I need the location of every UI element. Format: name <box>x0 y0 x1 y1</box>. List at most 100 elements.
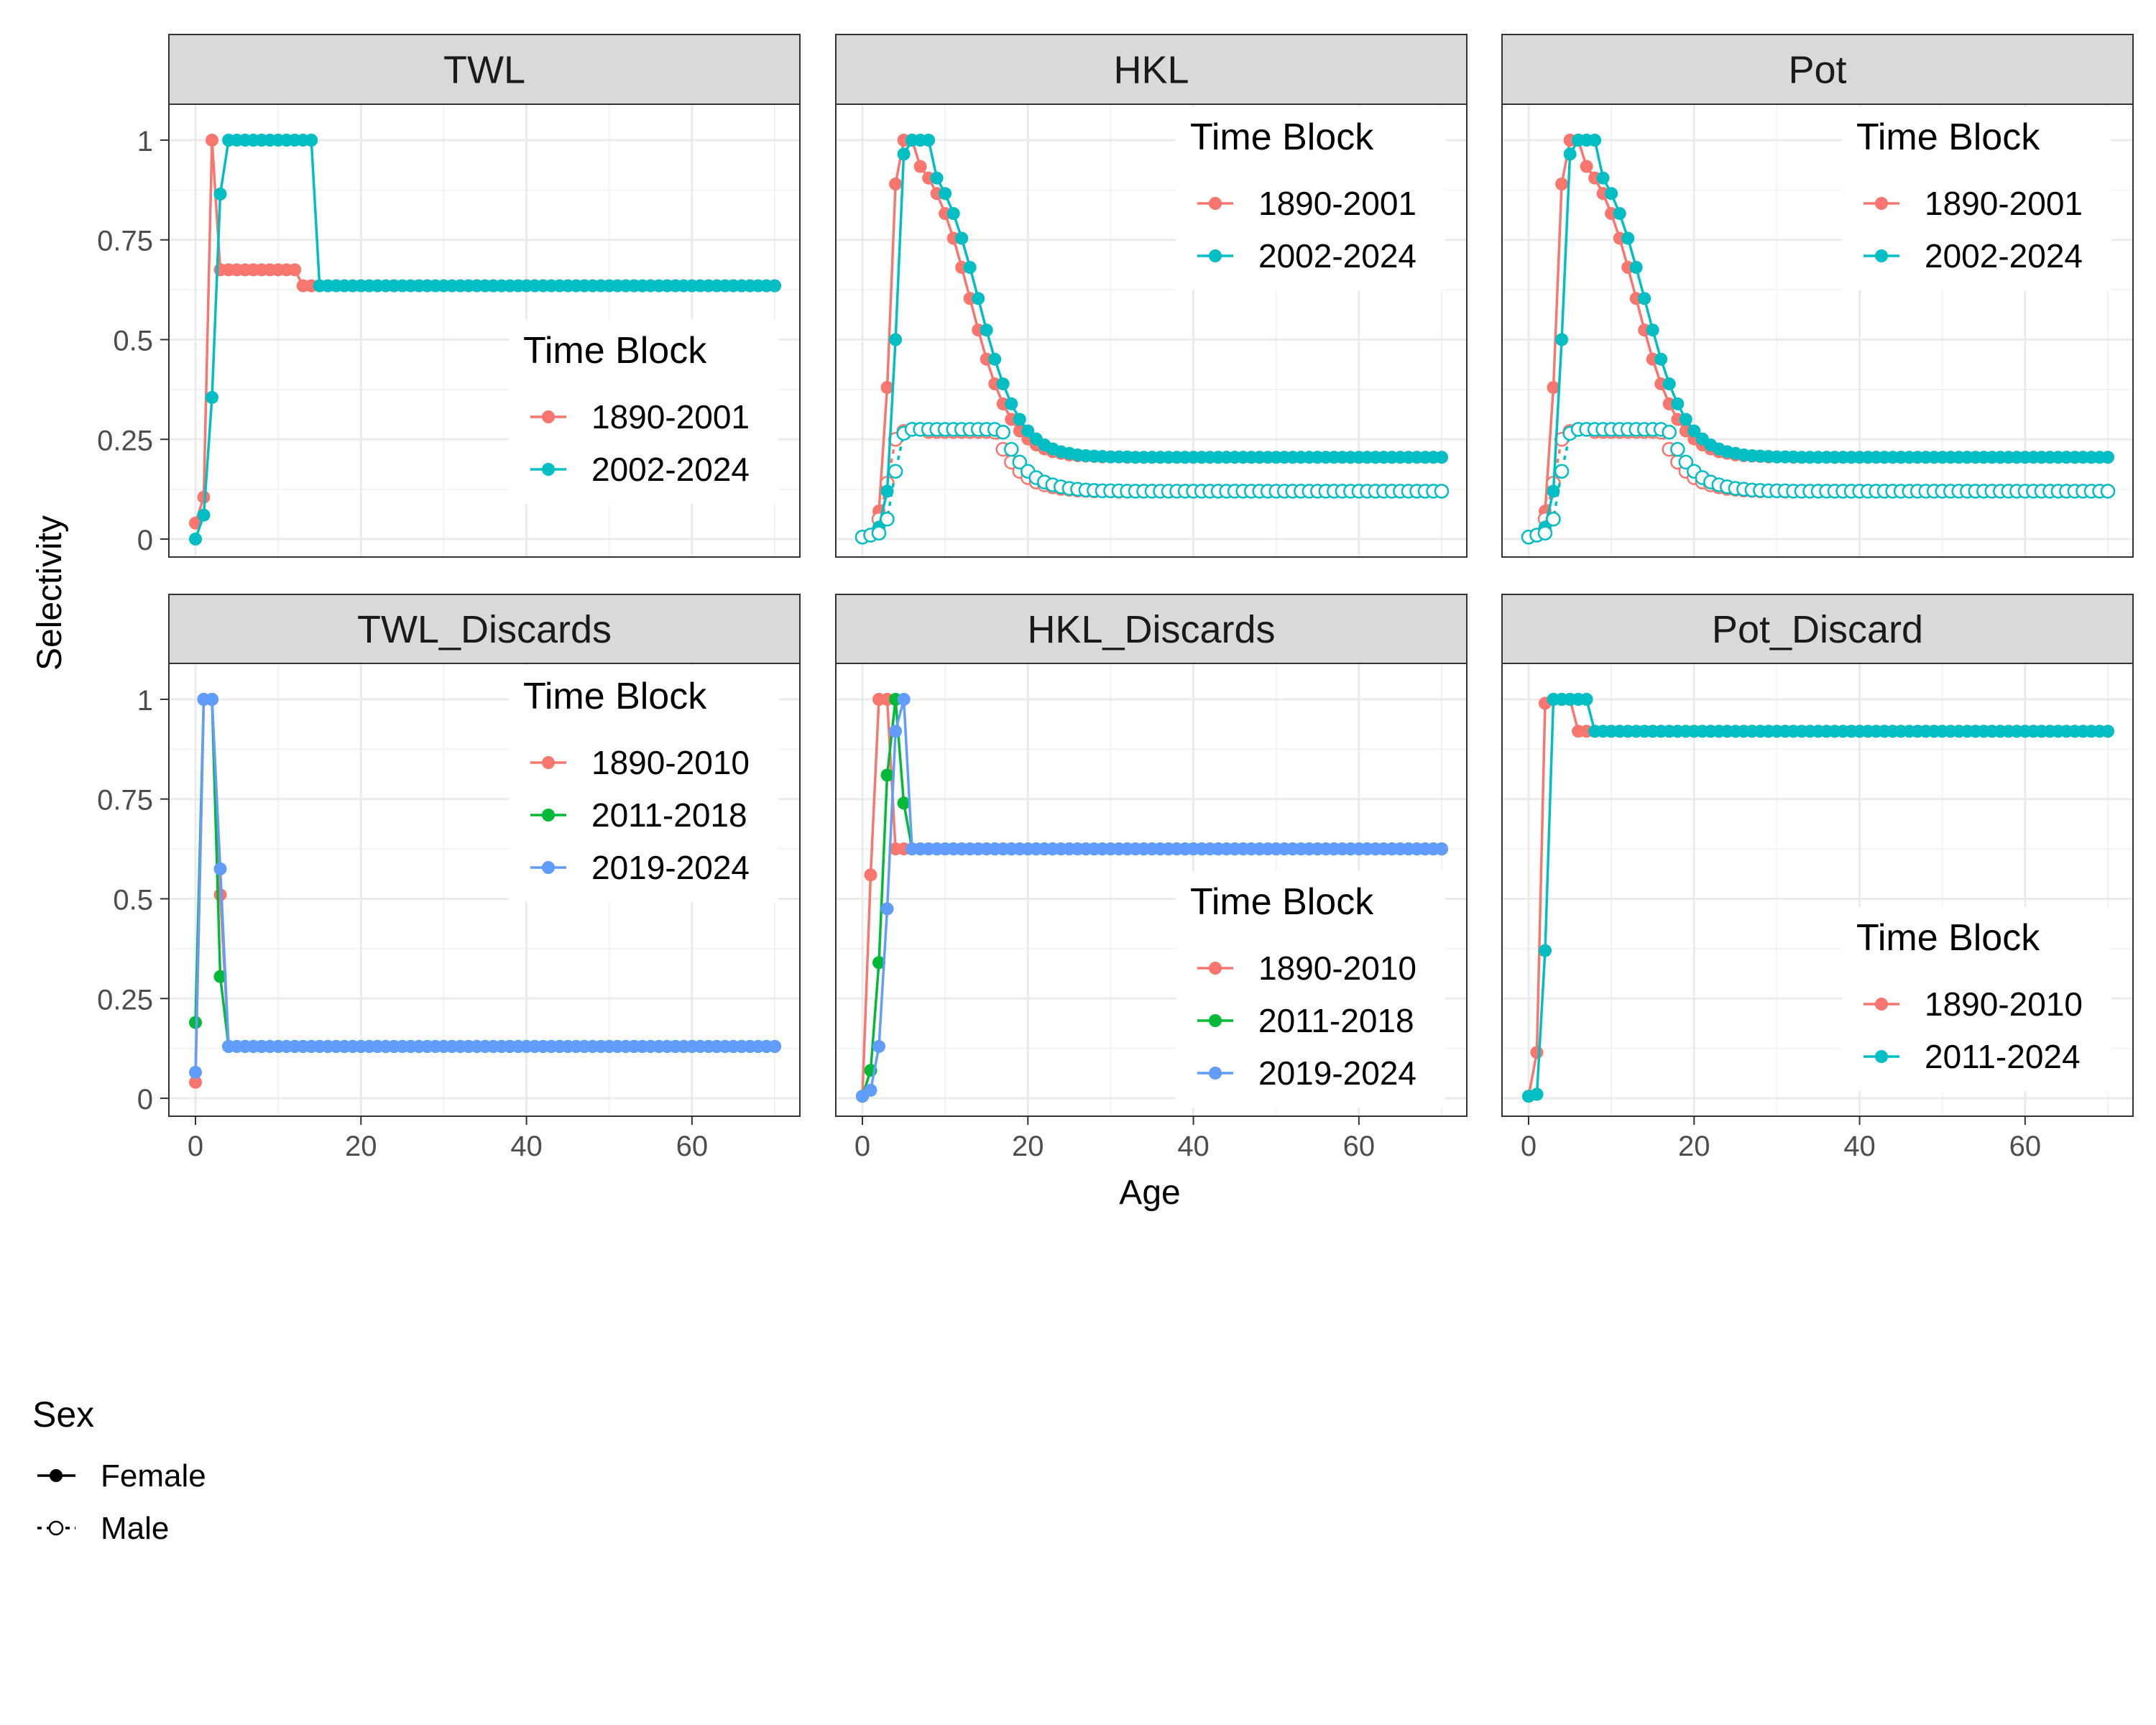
data-point <box>972 292 985 305</box>
legend-key-point <box>1875 197 1888 210</box>
panel-hkl-discards: HKL_Discards 0 20 40 60 Time Block 1890-2010 20… <box>835 594 1468 1162</box>
data-point <box>880 512 895 527</box>
data-point <box>864 868 877 882</box>
data-point <box>996 377 1010 391</box>
legend-key-point <box>1209 1014 1222 1027</box>
data-point <box>1555 178 1569 190</box>
legend-key-point <box>1875 998 1888 1011</box>
data-point <box>871 525 887 540</box>
data-point <box>189 1075 202 1089</box>
data-point <box>189 533 202 546</box>
legend-item-label: 2011-2024 <box>1925 1038 2081 1075</box>
data-point <box>1435 842 1448 856</box>
data-point <box>988 352 1002 366</box>
data-point <box>980 323 993 337</box>
data-point <box>913 160 927 173</box>
legend-key-point <box>1875 1050 1888 1063</box>
legend-box <box>1842 106 2111 290</box>
legend-title: Time Block <box>1856 116 2040 158</box>
data-point <box>1554 464 1570 479</box>
facet-strip <box>1501 34 2134 105</box>
data-point <box>189 1065 202 1079</box>
data-point <box>768 1039 781 1053</box>
legend-box <box>1176 106 1445 290</box>
legend-key-point <box>1209 249 1222 262</box>
legend-title: Time Block <box>523 330 707 372</box>
facet-strip <box>168 34 801 105</box>
data-point <box>1654 352 1668 366</box>
legend-title: Time Block <box>523 676 707 717</box>
data-point <box>1580 160 1593 173</box>
panels-group: TWL 0 0.25 0.5 0.75 1 Time Block 1890-2001 2002-… <box>97 34 2134 1162</box>
data-point <box>930 171 944 185</box>
x-tick-label: 20 <box>345 1131 377 1162</box>
data-point <box>1613 207 1626 221</box>
legend-item-label: 2011-2018 <box>1258 1002 1414 1039</box>
facet-label-hkl-discards: HKL_Discards <box>1027 608 1275 651</box>
legend-key-point <box>1209 197 1222 210</box>
legend-item-label: 2002-2024 <box>1258 237 1416 275</box>
series-2019-2024-female <box>856 693 1448 1103</box>
facet-strip <box>835 34 1468 105</box>
legend-item-label: 2011-2018 <box>591 796 747 834</box>
data-point <box>1687 424 1701 438</box>
data-point <box>1662 425 1677 440</box>
legend-box <box>509 320 778 504</box>
data-point <box>889 178 903 190</box>
legend-key-point <box>542 861 555 874</box>
panel-twl-discards: TWL_Discards 0 0.25 0.5 0.75 1 0 20 40 60 Time Blo… <box>97 594 801 1162</box>
data-point <box>1539 944 1552 957</box>
x-tick-label: 0 <box>854 1131 870 1162</box>
y-tick-label: 0.25 <box>97 425 153 456</box>
legend-key-point <box>542 809 555 822</box>
facet-strip <box>835 594 1468 664</box>
x-axis-title: Age <box>1119 1174 1180 1212</box>
legend-box <box>509 666 778 902</box>
y-tick-label: 0 <box>137 525 153 556</box>
legend-item-label: 1890-2010 <box>1925 985 2083 1023</box>
sex-legend-male-label: Male <box>101 1511 169 1546</box>
data-point <box>2101 451 2114 464</box>
data-point <box>1580 693 1593 706</box>
data-point <box>1588 134 1602 147</box>
data-point <box>1605 187 1618 201</box>
facet-label-pot: Pot <box>1788 49 1846 92</box>
x-tick-label: 20 <box>1012 1131 1044 1162</box>
sex-legend-title: Sex <box>32 1394 94 1435</box>
data-point <box>1530 1046 1544 1059</box>
facet-strip <box>1501 594 2134 664</box>
data-point <box>1670 441 1685 457</box>
legend-title: Time Block <box>1856 917 2040 959</box>
data-point <box>1646 323 1659 337</box>
legend-key-point-male <box>48 1520 64 1536</box>
x-tick-label: 0 <box>188 1131 203 1162</box>
legend-pot-discard: Time Block 1890-2010 2011-2024 <box>1842 907 2111 1091</box>
data-point <box>897 693 911 706</box>
data-point <box>1537 525 1553 540</box>
x-tick-label: 60 <box>1343 1131 1376 1162</box>
legend-pot: Time Block 1890-2001 2002-2024 <box>1842 106 2111 290</box>
panel-twl: TWL 0 0.25 0.5 0.75 1 Time Block 1890-2001 2002-… <box>97 34 801 558</box>
x-tick-label: 0 <box>1521 1131 1537 1162</box>
data-point <box>1679 413 1692 426</box>
data-point <box>768 279 781 293</box>
legend-hkl: Time Block 1890-2001 2002-2024 <box>1176 106 1445 290</box>
y-tick-label: 0.75 <box>97 785 153 816</box>
x-tick-label: 40 <box>1177 1131 1210 1162</box>
data-point <box>889 333 903 346</box>
legend-box <box>1842 907 2111 1091</box>
panel-pot: Pot Time Block 1890-2001 2002-2024 <box>1501 34 2134 558</box>
series-2002-2024-male <box>1521 422 2116 545</box>
series-2002-2024-female <box>856 134 1448 544</box>
data-point <box>288 263 302 277</box>
data-point <box>939 187 952 201</box>
data-point <box>206 134 218 147</box>
data-point <box>1012 454 1028 470</box>
series-2002-2024-female <box>1522 134 2114 544</box>
y-tick-label: 0.25 <box>97 984 153 1016</box>
data-point <box>880 768 894 782</box>
legend-twl-discards: Time Block 1890-2010 2011-2018 2019-2024 <box>509 666 778 902</box>
data-point <box>206 391 218 404</box>
